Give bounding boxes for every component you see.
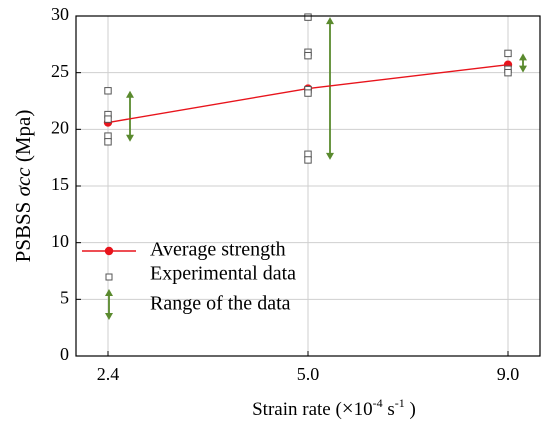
x-tick-label: 2.4 [97, 364, 120, 384]
grid [76, 15, 540, 357]
range-arrow [126, 90, 134, 142]
experimental-point [504, 49, 512, 58]
x-tick-label: 9.0 [497, 364, 520, 384]
legend-experimental-marker [105, 273, 113, 281]
experimental-point [504, 68, 512, 77]
range-arrow [326, 17, 334, 160]
x-tick-label: 5.0 [297, 364, 320, 384]
y-tick-label: 10 [51, 231, 69, 251]
y-tick-label: 15 [51, 174, 69, 194]
range-arrow-head-top [126, 90, 134, 98]
range-arrow-head-top [519, 53, 527, 61]
experimental-point [104, 87, 112, 95]
range-arrow-head-bottom [326, 152, 334, 160]
experimental-point [304, 156, 312, 164]
experimental-point [104, 138, 112, 146]
range-arrow-head-bottom [519, 65, 527, 73]
y-tick-label: 20 [51, 117, 69, 137]
y-tick-label: 25 [51, 61, 69, 81]
legend-average-marker [104, 246, 114, 256]
x-axis-label: Strain rate (×10-4 s-1 ) [252, 396, 416, 420]
legend-average-label: Average strength [150, 239, 286, 261]
range-arrows [126, 17, 527, 160]
legend: Average strength Experimental data Range… [82, 239, 296, 320]
y-tick-label: 30 [51, 4, 69, 24]
range-arrow-head-top [326, 17, 334, 25]
y-tick-label: 0 [60, 344, 69, 364]
legend-experimental-label: Experimental data [150, 263, 296, 285]
legend-range-label: Range of the data [150, 293, 291, 315]
range-arrow-head-bottom [126, 134, 134, 142]
range-arrow [519, 53, 527, 73]
experimental-point [304, 13, 312, 21]
y-ticks: 0 5 10 15 20 25 30 [51, 4, 81, 364]
y-tick-label: 5 [60, 287, 69, 307]
legend-range-arrow [105, 289, 113, 320]
experimental-point [304, 89, 312, 97]
x-ticks: 2.4 5.0 9.0 [97, 351, 520, 384]
experimental-points [104, 13, 512, 164]
experimental-point [104, 115, 112, 123]
experimental-point [304, 51, 312, 60]
y-axis-label: PSBSS σcc (Mpa) [11, 110, 35, 263]
